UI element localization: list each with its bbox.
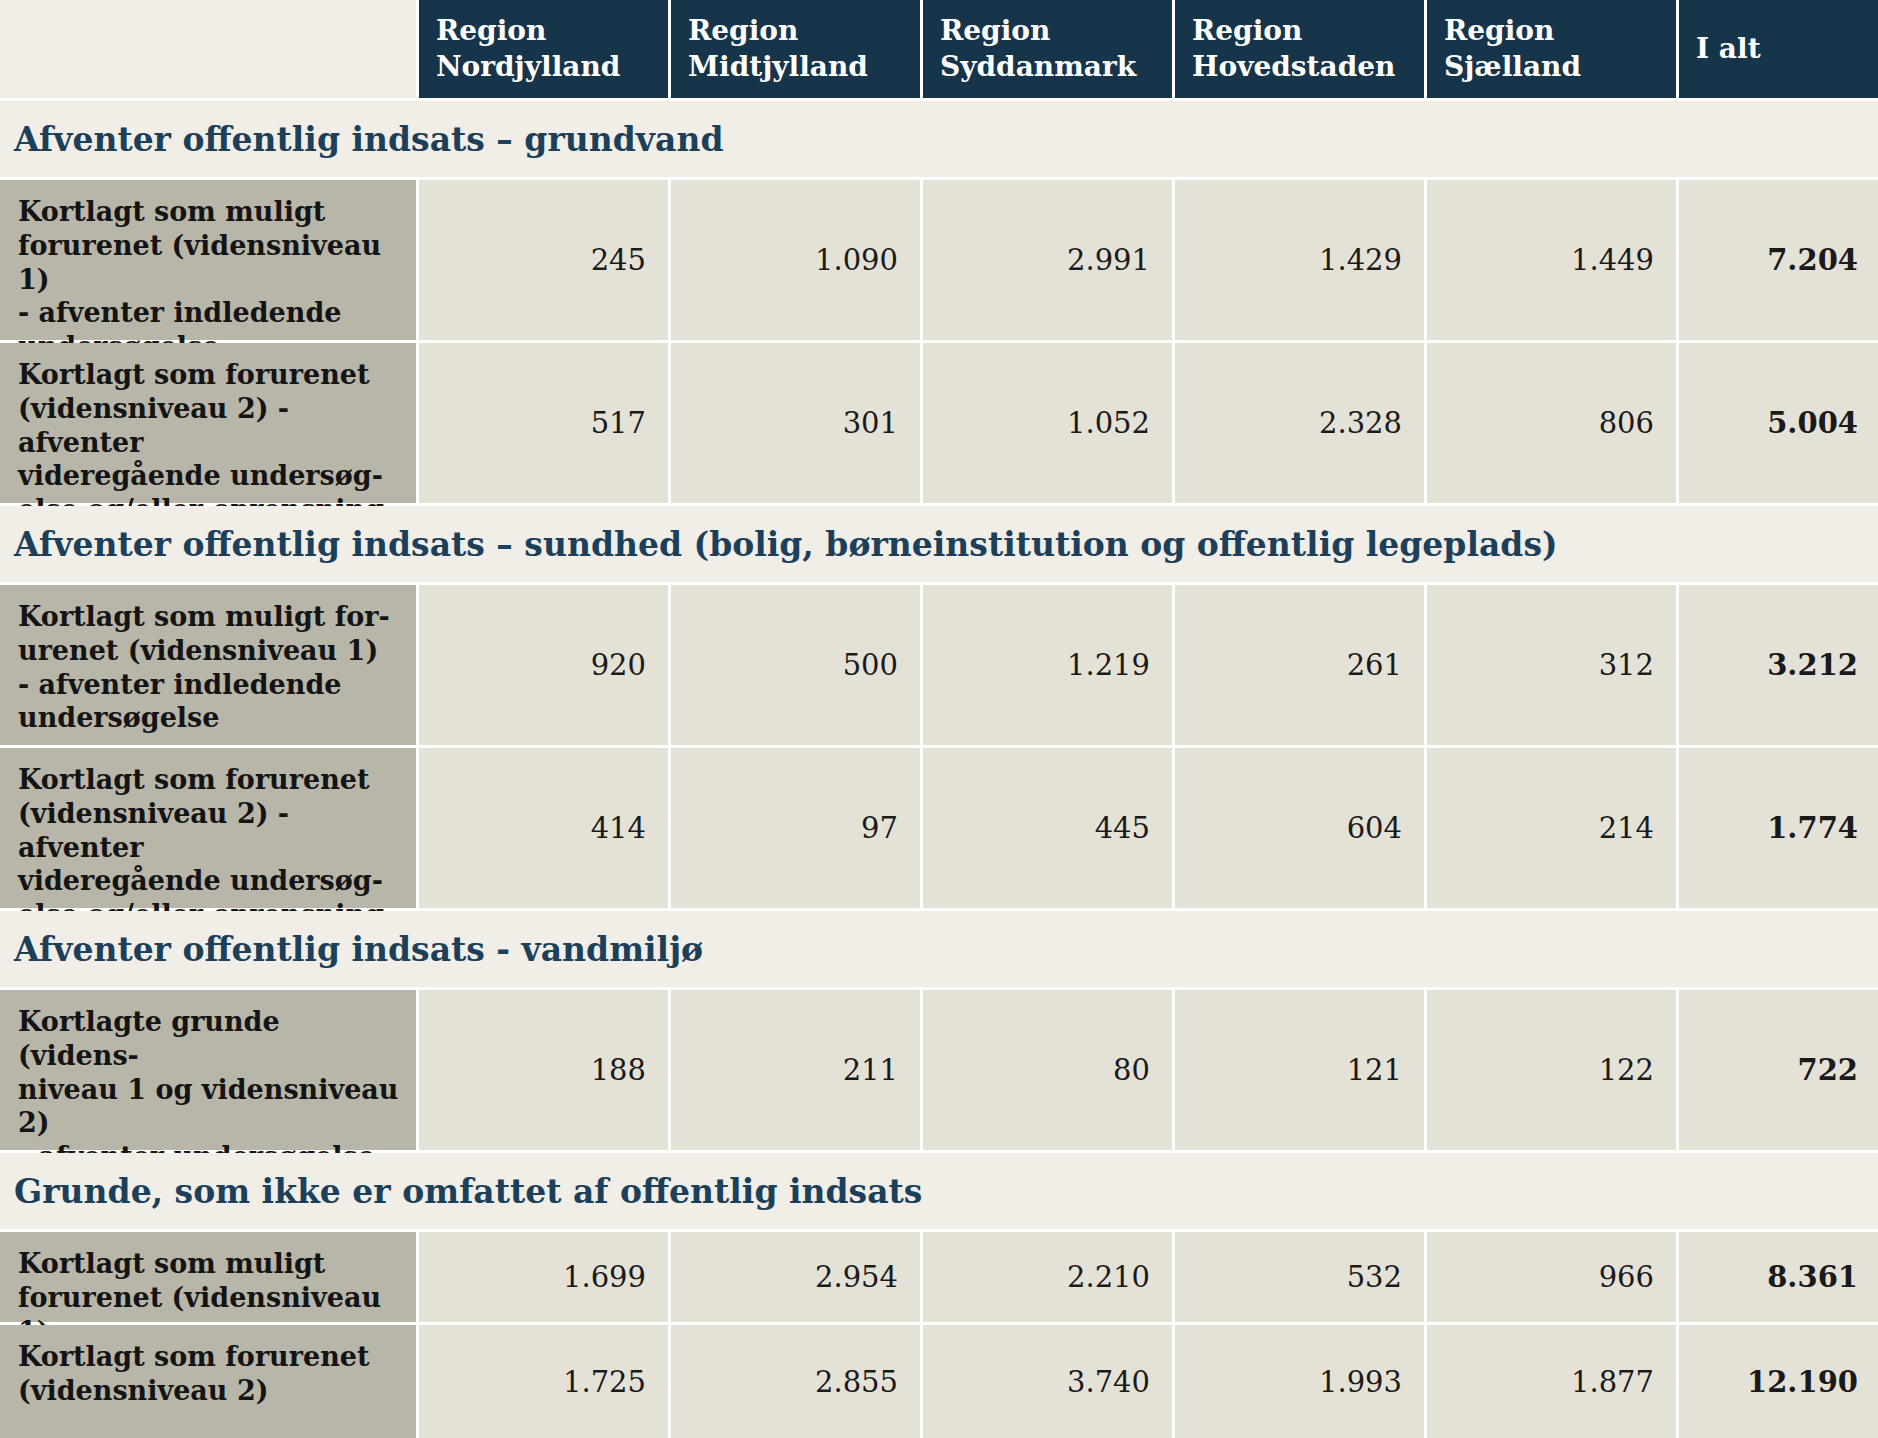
data-cell: 1.877 xyxy=(1427,1325,1676,1438)
data-cell: 1.449 xyxy=(1427,180,1676,340)
column-header-region: Region Nordjylland xyxy=(419,0,668,98)
data-cell: 80 xyxy=(923,990,1172,1150)
data-cell: 1.699 xyxy=(419,1232,668,1322)
total-cell: 722 xyxy=(1679,990,1878,1150)
table-corner-spacer xyxy=(0,0,416,98)
total-cell: 5.004 xyxy=(1679,343,1878,503)
column-header-region: Region Hovedstaden xyxy=(1175,0,1424,98)
data-cell: 214 xyxy=(1427,748,1676,908)
row-header-label: Kortlagte grunde (videns- niveau 1 og vi… xyxy=(0,990,416,1150)
data-cell: 97 xyxy=(671,748,920,908)
data-cell: 1.090 xyxy=(671,180,920,340)
section-title: Afventer offentlig indsats - vandmiljø xyxy=(0,911,1878,987)
data-cell: 414 xyxy=(419,748,668,908)
data-cell: 2.991 xyxy=(923,180,1172,340)
data-cell: 122 xyxy=(1427,990,1676,1150)
total-cell: 1.774 xyxy=(1679,748,1878,908)
data-cell: 312 xyxy=(1427,585,1676,745)
column-header-region: Region Midtjylland xyxy=(671,0,920,98)
data-cell: 1.429 xyxy=(1175,180,1424,340)
row-header-label: Kortlagt som muligt forurenet (vidensniv… xyxy=(0,180,416,340)
row-header-label: Kortlagt som forurenet (vidensniveau 2) … xyxy=(0,748,416,908)
section-title: Afventer offentlig indsats – grundvand xyxy=(0,101,1878,177)
data-cell: 532 xyxy=(1175,1232,1424,1322)
section-title: Afventer offentlig indsats – sundhed (bo… xyxy=(0,506,1878,582)
total-cell: 8.361 xyxy=(1679,1232,1878,1322)
data-cell: 2.954 xyxy=(671,1232,920,1322)
data-cell: 261 xyxy=(1175,585,1424,745)
data-cell: 445 xyxy=(923,748,1172,908)
total-cell: 7.204 xyxy=(1679,180,1878,340)
data-cell: 604 xyxy=(1175,748,1424,908)
total-cell: 12.190 xyxy=(1679,1325,1878,1438)
row-header-label: Kortlagt som muligt for- urenet (vidensn… xyxy=(0,585,416,745)
data-cell: 1.052 xyxy=(923,343,1172,503)
data-cell: 1.219 xyxy=(923,585,1172,745)
column-header-region: Region Sjælland xyxy=(1427,0,1676,98)
data-cell: 920 xyxy=(419,585,668,745)
data-cell: 2.210 xyxy=(923,1232,1172,1322)
data-cell: 500 xyxy=(671,585,920,745)
data-cell: 211 xyxy=(671,990,920,1150)
data-cell: 966 xyxy=(1427,1232,1676,1322)
data-cell: 806 xyxy=(1427,343,1676,503)
regions-status-table: Region NordjyllandRegion MidtjyllandRegi… xyxy=(0,0,1878,1438)
data-cell: 121 xyxy=(1175,990,1424,1150)
data-cell: 188 xyxy=(419,990,668,1150)
section-title: Grunde, som ikke er omfattet af offentli… xyxy=(0,1153,1878,1229)
data-cell: 1.725 xyxy=(419,1325,668,1438)
data-cell: 2.328 xyxy=(1175,343,1424,503)
total-cell: 3.212 xyxy=(1679,585,1878,745)
row-header-label: Kortlagt som muligt forurenet (vidensniv… xyxy=(0,1232,416,1322)
column-header-total: I alt xyxy=(1679,0,1878,98)
row-header-label: Kortlagt som forurenet (vidensniveau 2) … xyxy=(0,343,416,503)
data-cell: 245 xyxy=(419,180,668,340)
data-cell: 2.855 xyxy=(671,1325,920,1438)
column-header-region: Region Syddanmark xyxy=(923,0,1172,98)
data-cell: 3.740 xyxy=(923,1325,1172,1438)
data-cell: 517 xyxy=(419,343,668,503)
row-header-label: Kortlagt som forurenet (vidensniveau 2) xyxy=(0,1325,416,1438)
data-cell: 301 xyxy=(671,343,920,503)
data-cell: 1.993 xyxy=(1175,1325,1424,1438)
